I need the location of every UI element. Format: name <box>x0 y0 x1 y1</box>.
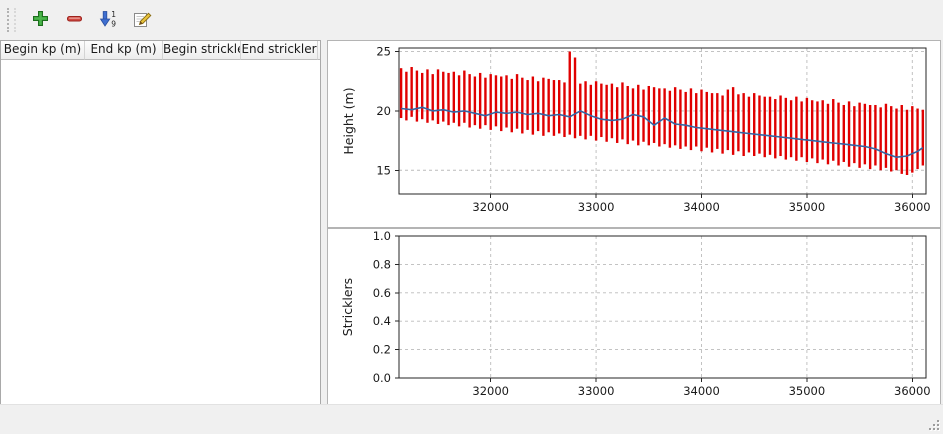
toolbar-drag-handle[interactable] <box>7 8 16 32</box>
svg-text:33000: 33000 <box>578 200 615 214</box>
svg-text:0.4: 0.4 <box>373 314 391 328</box>
svg-text:Stricklers: Stricklers <box>340 278 355 336</box>
charts-panel: 32000 33000 34000 35000 36000 15 20 25 Height (m… <box>327 40 941 405</box>
plus-icon <box>32 10 49 30</box>
svg-text:34000: 34000 <box>683 200 720 214</box>
column-header-begin-kp[interactable]: Begin kp (m) <box>1 41 85 60</box>
stricklers-table: Begin kp (m) End kp (m) Begin strickler … <box>0 40 321 405</box>
resize-grip[interactable] <box>926 417 940 431</box>
stricklers-chart: 32000 33000 34000 35000 36000 0.0 0.2 0.4 0.6 0.8… <box>327 228 941 405</box>
svg-text:1.0: 1.0 <box>373 229 391 243</box>
status-bar <box>0 404 943 434</box>
add-row-button[interactable] <box>25 6 55 34</box>
minus-icon <box>66 10 83 30</box>
svg-text:15: 15 <box>376 163 391 177</box>
height-profile-chart: 32000 33000 34000 35000 36000 15 20 25 Height (m… <box>327 40 941 228</box>
svg-text:0.8: 0.8 <box>373 257 391 271</box>
height-profile-plot: 32000 33000 34000 35000 36000 15 20 25 Height (m… <box>341 45 931 214</box>
svg-text:1: 1 <box>111 10 116 19</box>
svg-text:0.2: 0.2 <box>373 343 391 357</box>
sort-rows-button[interactable]: 1 9 <box>93 6 123 34</box>
edit-table-button[interactable] <box>127 6 157 34</box>
toolbar: 1 9 <box>0 0 943 40</box>
svg-text:32000: 32000 <box>472 200 509 214</box>
column-header-end-strickler[interactable]: End strickler <box>241 41 318 60</box>
edit-pencil-icon <box>133 10 152 31</box>
svg-text:32000: 32000 <box>472 384 509 398</box>
svg-text:34000: 34000 <box>683 384 720 398</box>
stricklers-plot: 32000 33000 34000 35000 36000 0.0 0.2 0.4 0.6 0.8… <box>340 229 931 398</box>
table-body-empty <box>1 60 320 404</box>
svg-text:35000: 35000 <box>789 200 826 214</box>
column-header-begin-strickler[interactable]: Begin strickler <box>163 41 241 60</box>
sort-numeric-icon: 1 9 <box>99 10 117 31</box>
svg-text:20: 20 <box>376 104 391 118</box>
column-header-filler <box>318 41 320 60</box>
svg-text:33000: 33000 <box>578 384 615 398</box>
svg-text:36000: 36000 <box>894 200 931 214</box>
svg-text:36000: 36000 <box>894 384 931 398</box>
panel-splitter-handle[interactable] <box>321 40 327 405</box>
remove-row-button[interactable] <box>59 6 89 34</box>
svg-text:0.0: 0.0 <box>373 371 391 385</box>
svg-text:35000: 35000 <box>789 384 826 398</box>
svg-text:Height (m): Height (m) <box>341 87 356 154</box>
table-header-row: Begin kp (m) End kp (m) Begin strickler … <box>1 41 320 60</box>
svg-text:25: 25 <box>376 45 391 59</box>
svg-text:0.6: 0.6 <box>373 286 391 300</box>
svg-text:9: 9 <box>111 19 116 28</box>
column-header-end-kp[interactable]: End kp (m) <box>85 41 163 60</box>
